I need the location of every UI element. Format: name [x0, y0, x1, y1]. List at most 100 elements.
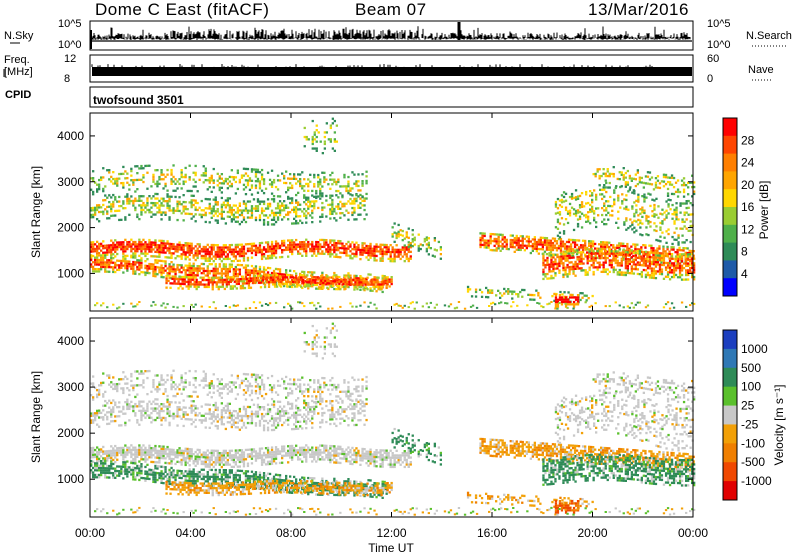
power-cell-3941 [660, 273, 664, 276]
power-cell-1918 [98, 206, 101, 209]
power-cell-2371 [305, 210, 308, 213]
power-cell-669 [353, 252, 356, 256]
power-cell-704 [367, 249, 370, 252]
power-cell-4517 [668, 183, 672, 186]
power-cell-544 [301, 241, 304, 244]
power-cell-1546 [181, 280, 184, 283]
power-cell-2849 [321, 185, 324, 188]
power-cell-4144 [585, 193, 588, 196]
power-cell-4423 [598, 177, 601, 180]
power-cell-3954 [664, 268, 668, 271]
power-cell-4599 [529, 298, 532, 301]
power-cell-3192 [545, 248, 549, 251]
power-cell-2221 [240, 209, 244, 212]
power-cell-1682 [257, 281, 261, 284]
power-cell-4572 [489, 289, 492, 292]
power-cell-4458 [624, 181, 628, 184]
power-cell-3254 [569, 250, 573, 253]
power-cell-2596 [164, 175, 167, 179]
power-cell-2500 [96, 188, 99, 191]
power-cell-658 [347, 240, 350, 244]
power-cell-4537 [682, 190, 686, 194]
power-cell-1588 [203, 278, 206, 282]
power-cell-1970 [126, 200, 129, 203]
power-cell-2700 [234, 176, 238, 179]
power-cell-1656 [241, 284, 245, 287]
power-cell-914 [130, 263, 133, 266]
power-cell-2408 [325, 215, 328, 218]
power-cell-1974 [128, 213, 131, 216]
power-cell-3679 [580, 262, 583, 265]
power-cell-2605 [170, 168, 173, 172]
power-cell-2963 [391, 226, 394, 229]
velocity-cell-15 [94, 453, 97, 456]
power-cell-866 [108, 261, 111, 264]
power-cell-4513 [666, 192, 670, 195]
power-cell-2049 [162, 199, 165, 203]
power-cell-608 [329, 255, 332, 258]
power-cell-2867 [335, 183, 338, 186]
power-cell-3973 [670, 271, 674, 274]
power-cell-4649 [558, 298, 562, 301]
power-cell-3357 [614, 248, 617, 252]
power-cell-4293 [645, 226, 648, 229]
power-cell-3293 [588, 253, 591, 257]
power-cell-4452 [622, 178, 625, 181]
power-cell-670 [353, 248, 356, 251]
power-cell-1550 [183, 280, 186, 283]
power-cell-4448 [618, 171, 621, 174]
power-cell-2158 [216, 219, 219, 222]
power-cell-283 [198, 250, 201, 253]
power-cell-857 [104, 254, 107, 257]
power-cell-2638 [194, 185, 197, 188]
power-cell-4393 [683, 213, 686, 217]
power-cell-2284 [268, 202, 272, 205]
power-cell-1126 [220, 274, 224, 277]
power-cell-3478 [664, 250, 667, 253]
power-cell-2372 [305, 203, 308, 206]
velocity-cell-49 [110, 459, 113, 462]
power-cell-4172 [595, 198, 598, 201]
nsearch-tick-bottom: 10^0 [707, 39, 731, 51]
power-cell-1199 [250, 269, 254, 272]
power-cell-4813 [604, 305, 607, 308]
power-cell-2103 [190, 206, 193, 209]
power-cell-1700 [267, 283, 271, 286]
power-cell-714 [371, 254, 374, 257]
power-cell-2268 [262, 218, 266, 222]
power-cell-4710 [194, 303, 197, 306]
power-cell-2544 [128, 183, 131, 187]
power-cell-1644 [233, 280, 237, 283]
power-cell-4520 [670, 192, 674, 196]
power-cell-4489 [648, 182, 652, 186]
power-cell-3512 [680, 249, 683, 252]
power-cell-1552 [183, 276, 186, 279]
power-cell-2444 [341, 196, 344, 199]
power-cell-2277 [266, 216, 270, 219]
power-cell-4115 [574, 209, 578, 213]
power-cell-161 [152, 243, 155, 246]
power-cell-4435 [606, 170, 609, 173]
power-cell-289 [200, 247, 203, 251]
power-cell-2276 [266, 221, 270, 224]
power-cell-3741 [602, 270, 605, 273]
power-cell-2890 [351, 194, 354, 197]
power-cell-3233 [559, 242, 563, 245]
power-cell-1660 [243, 286, 247, 290]
power-cell-4662 [564, 296, 568, 299]
power-cell-938 [140, 271, 143, 274]
power-cell-1059 [190, 269, 193, 272]
power-cell-2081 [178, 209, 181, 213]
power-cell-1858 [364, 285, 367, 289]
power-cell-991 [162, 271, 165, 274]
power-cell-2755 [262, 182, 266, 186]
power-cell-3085 [501, 247, 504, 250]
power-cell-2686 [226, 187, 230, 190]
power-cell-1818 [340, 278, 343, 281]
velocity-cell-14 [94, 455, 97, 459]
power-cell-2225 [242, 202, 246, 205]
power-cell-433 [256, 251, 260, 254]
power-cell-4374 [675, 202, 678, 205]
power-cell-3550 [542, 254, 545, 258]
power-cell-4065 [554, 203, 558, 206]
